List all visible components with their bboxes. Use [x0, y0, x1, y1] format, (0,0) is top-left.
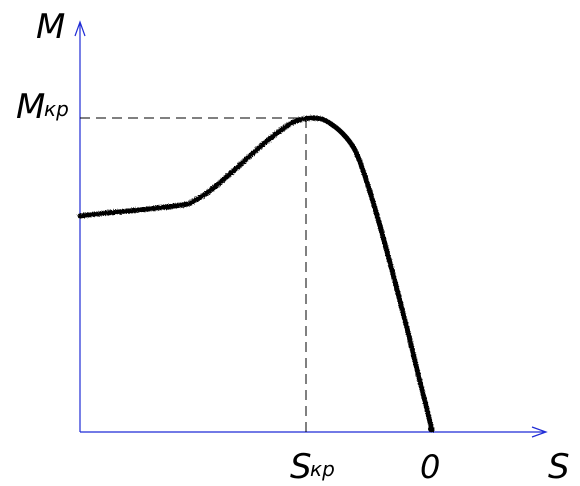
s-kr-subscript: кр [310, 457, 335, 481]
y-axis-label: M [36, 7, 65, 47]
m-kr-subscript: кр [44, 97, 69, 121]
torque-curve [77, 115, 435, 433]
x-axis-arrow [531, 426, 548, 438]
s-kr-label: S [290, 447, 312, 486]
zero-label: 0 [420, 448, 440, 486]
x-axis-label: S [548, 447, 570, 486]
y-axis-arrow [74, 20, 86, 37]
torque-curve-core [78, 116, 434, 432]
curve-end-dot [428, 426, 434, 432]
m-kr-label: M [16, 87, 45, 127]
